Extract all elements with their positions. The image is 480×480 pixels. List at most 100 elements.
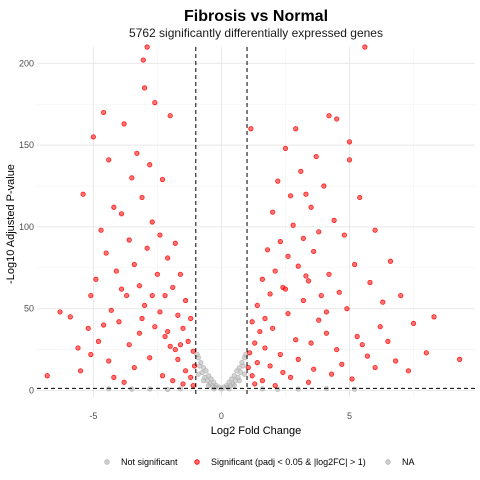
data-point [300,235,306,241]
data-point [305,379,312,385]
data-point [295,386,301,392]
data-point [246,350,253,356]
data-point [303,191,309,197]
data-point [231,382,237,389]
data-point [272,382,278,389]
data-point [405,368,412,374]
data-point [147,355,153,361]
data-point [248,126,254,132]
data-point [167,113,173,119]
chart-title: Fibrosis vs Normal [184,8,328,25]
data-point [95,338,102,344]
data-point [188,374,194,380]
data-point [339,361,345,367]
data-point [195,371,201,377]
x-tick-label: 5 [347,411,352,421]
data-point [249,373,255,379]
data-point [287,193,294,199]
data-point [349,376,355,382]
legend-label: Not significant [121,457,178,467]
data-point [129,386,135,392]
data-point [177,342,184,348]
data-point [308,340,314,346]
data-point [272,268,278,274]
data-point [175,356,181,362]
data-point [106,157,112,163]
data-point [252,340,258,346]
data-point [154,271,160,277]
data-point [118,286,125,292]
data-point [172,240,178,246]
data-point [190,382,196,389]
data-point [423,350,429,356]
data-point [311,248,317,255]
legend-key [194,459,200,465]
data-point [275,178,281,184]
data-point [93,276,99,282]
data-point [185,338,191,344]
data-point [254,360,260,366]
data-point [298,168,304,174]
data-point [180,325,186,331]
data-point [303,273,309,279]
chart-subtitle: 5762 significantly differentially expres… [129,26,383,40]
data-point [252,381,258,387]
data-point [240,363,246,369]
series-significant [44,44,463,389]
data-point [180,381,186,387]
data-point [57,309,63,315]
data-point [267,363,273,369]
x-axis-title: Log2 Fold Change [211,425,302,437]
data-point [67,314,73,320]
data-point [170,284,176,291]
data-point [367,279,373,286]
data-point [85,325,91,331]
y-axis-title: -Log10 Adjusted P-value [5,164,17,284]
data-point [197,363,203,369]
data-point [139,194,145,201]
data-point [106,358,112,364]
data-point [126,237,132,243]
data-point [144,44,150,50]
data-point [162,292,168,299]
data-point [352,261,358,268]
data-point [44,373,50,379]
data-point [277,239,283,245]
data-point [410,320,417,327]
data-point [98,227,104,233]
data-point [359,342,365,348]
data-point [162,333,168,340]
data-point [280,369,286,376]
data-point [316,317,322,323]
data-point [188,315,194,322]
data-point [159,373,166,379]
data-point [285,310,291,317]
data-point [270,209,276,215]
data-points [44,44,463,393]
data-point [157,232,163,238]
data-point [165,255,171,261]
y-axis-ticks: 0 50 100 150 200 [19,58,34,395]
plot-panel [37,44,475,397]
data-point [316,229,322,235]
data-point [182,368,189,374]
data-point [144,245,150,251]
data-point [285,253,291,259]
data-point [344,306,350,312]
x-axis-ticks: -5 0 5 [89,411,352,421]
data-point [308,204,314,210]
data-point [346,139,353,145]
y-tick-label: 150 [19,140,34,150]
data-point [364,353,371,359]
legend-label: NA [402,457,415,467]
data-point [126,342,132,348]
data-point [300,297,306,304]
data-point [328,371,335,377]
data-point [334,346,340,353]
data-point [141,85,148,91]
data-point [100,109,107,116]
data-point [175,312,181,318]
data-point [457,356,463,362]
data-point [116,319,122,325]
